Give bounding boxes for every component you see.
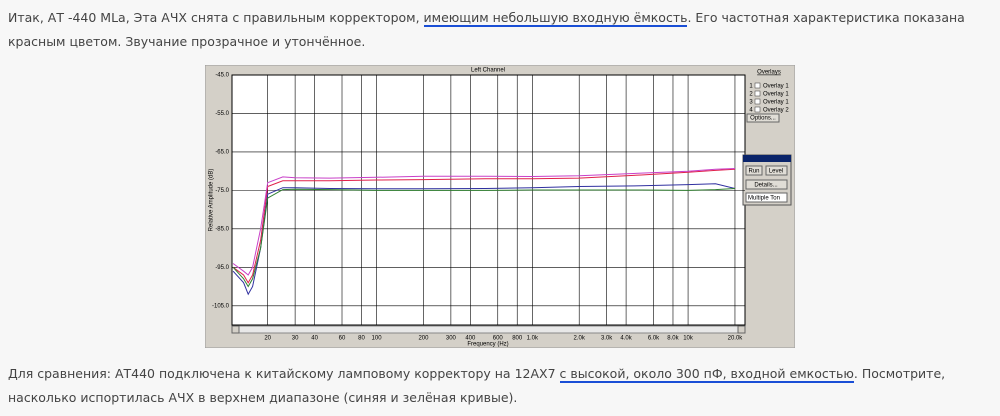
plot-area [231,74,746,326]
x-tick-label: 1.0k [527,336,539,342]
y-tick-label: -45.0 [215,73,229,79]
y-tick-label: -65.0 [215,150,229,156]
scrollbar[interactable] [231,325,746,334]
options-label: Options... [750,116,776,122]
chart-image: Left Channel Frequency (Hz) Relative Amp… [205,65,795,348]
x-tick-label: 300 [446,336,457,342]
legend-checkbox [754,98,761,105]
options-button[interactable] [746,113,780,123]
legend-index: 3 [749,100,753,106]
x-tick-label: 20.0k [728,336,744,342]
legend-checkbox [754,82,761,89]
x-tick-label: 30 [292,336,299,342]
legend-label: Overlay 1 [763,84,789,90]
y-tick-label: -95.0 [215,265,229,271]
text: Итак, АТ -440 MLa, Эта АЧХ снята с прави… [8,10,424,25]
legend-checkbox [754,90,761,97]
y-tick-label: -85.0 [215,226,229,232]
comparison: Для сравнения: АТ440 подключена к китайс… [8,362,993,410]
run-button[interactable] [745,165,763,176]
x-tick-label: 600 [493,336,504,342]
x-tick-label: 10k [683,336,694,342]
scroll-right[interactable] [737,325,746,334]
text: . Посмотрите, насколько испортилась АЧХ … [8,366,946,405]
generator-titlebar [743,155,791,162]
legend-label: Overlay 2 [763,108,789,114]
y-tick-label: -55.0 [215,111,229,117]
x-tick-label: 40 [311,336,318,342]
text: . Его частотная характеристика показана … [8,10,965,49]
run-label: Run [748,169,759,175]
y-axis-label: Relative Amplitude (dB) [209,169,215,232]
y-tick-label: -75.0 [215,188,229,194]
y-tick-label: -105.0 [212,303,230,309]
x-tick-label: 2.0k [574,336,586,342]
x-tick-label: 3.0k [601,336,613,342]
x-tick-label: 80 [358,336,365,342]
text: Для сравнения: АТ440 подключена к китайс… [8,366,560,381]
x-tick-label: 60 [339,336,346,342]
series-line [232,168,736,284]
scroll-left[interactable] [231,325,240,334]
highlight: с высокой, около 300 пФ, входной емкость… [559,366,854,383]
series-line [232,168,736,276]
legend-index: 2 [749,92,753,98]
mode-select[interactable] [745,192,788,203]
level-label: Level [769,169,783,175]
x-tick-label: 200 [418,336,429,342]
x-tick-label: 20 [264,336,271,342]
x-tick-label: 8.0k [667,336,679,342]
level-button[interactable] [765,165,788,176]
legend-checkbox [754,106,761,113]
series-line [232,188,736,288]
intro: Итак, АТ -440 MLa, Эта АЧХ снята с прави… [8,6,993,54]
panel-title: Overlays [757,70,781,76]
legend-index: 4 [749,108,753,114]
x-tick-label: 400 [465,336,476,342]
series-line [232,183,736,296]
details-button[interactable] [745,179,788,190]
x-tick-label: 800 [512,336,523,342]
x-tick-label: 6.0k [648,336,660,342]
x-tick-label: 4.0k [620,336,632,342]
legend-label: Overlay 1 [763,100,789,106]
x-tick-label: 100 [372,336,383,342]
highlight: имеющим небольшую входную ёмкость [423,10,688,27]
legend-index: 1 [749,84,753,90]
legend-label: Overlay 1 [763,92,789,98]
mode-label: Multiple Ton [748,196,780,202]
x-axis-label: Frequency (Hz) [467,342,508,348]
chart-title: Left Channel [471,68,505,74]
details-label: Details... [754,183,778,189]
